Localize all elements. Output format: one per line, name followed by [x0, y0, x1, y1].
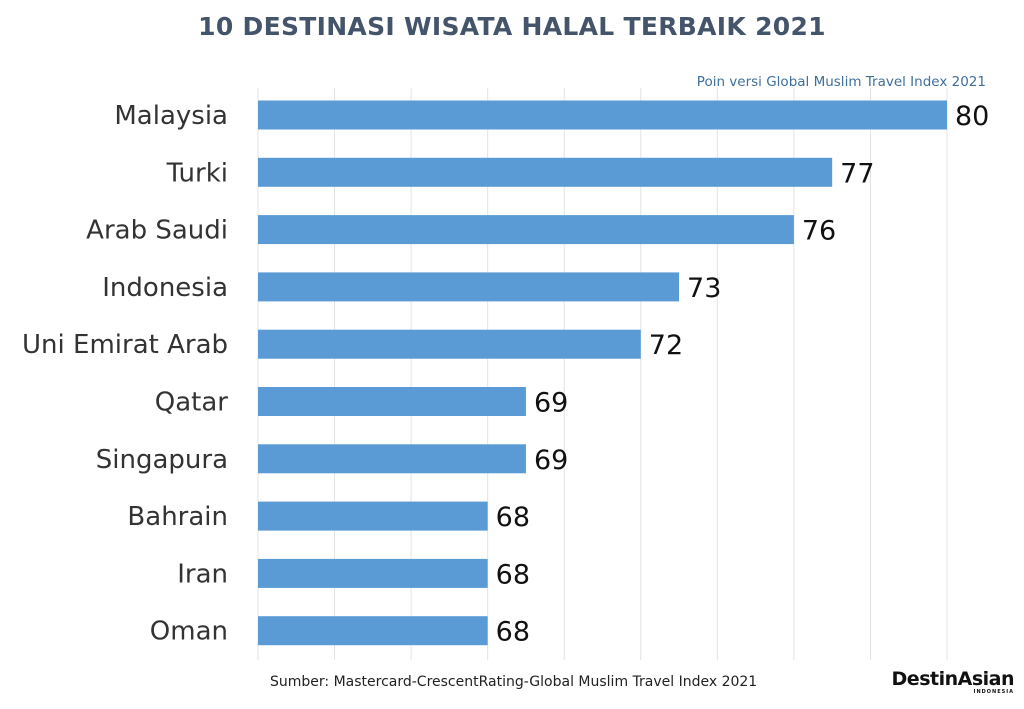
value-label: 80: [955, 101, 989, 132]
value-label: 68: [496, 502, 530, 533]
category-label: Bahrain: [127, 502, 228, 532]
brand-name: DestinAsian: [891, 668, 1015, 690]
category-label: Oman: [150, 617, 228, 647]
bar-indonesia: [258, 272, 680, 302]
bars: [258, 100, 947, 646]
bar-singapura: [258, 444, 526, 474]
brand-sub: INDONESIA: [973, 689, 1014, 695]
category-labels: Malaysia Turki Arab Saudi Indonesia Uni Emir…: [22, 101, 228, 647]
category-label: Qatar: [155, 388, 229, 418]
bar-uni-emirat-arab: [258, 329, 641, 359]
value-label: 77: [840, 158, 874, 189]
value-label: 72: [649, 330, 683, 361]
bar-iran: [258, 558, 488, 588]
value-label: 69: [534, 388, 568, 419]
bar-turki: [258, 157, 833, 187]
bar-bahrain: [258, 501, 488, 531]
source-note: Sumber: Mastercard-CrescentRating-Global…: [270, 674, 758, 690]
value-label: 73: [687, 273, 721, 304]
brand-logo: DestinAsian INDONESIA: [891, 668, 1015, 695]
category-label: Indonesia: [102, 273, 228, 303]
bar-qatar: [258, 387, 526, 416]
category-label: Singapura: [96, 445, 228, 475]
value-label: 68: [496, 617, 530, 648]
category-label: Uni Emirat Arab: [22, 330, 228, 360]
category-label: Malaysia: [114, 101, 228, 131]
value-label: 69: [534, 445, 568, 476]
category-label: Arab Saudi: [86, 216, 228, 246]
chart-subtitle: Poin versi Global Muslim Travel Index 20…: [696, 74, 986, 90]
bar-arab-saudi: [258, 215, 794, 245]
category-label: Iran: [177, 559, 228, 589]
value-label: 76: [802, 216, 836, 247]
value-label: 68: [496, 559, 530, 590]
chart-title: 10 DESTINASI WISATA HALAL TERBAIK 2021: [198, 12, 826, 41]
bar-oman: [258, 616, 488, 646]
category-label: Turki: [166, 158, 228, 188]
bar-malaysia: [258, 100, 947, 130]
